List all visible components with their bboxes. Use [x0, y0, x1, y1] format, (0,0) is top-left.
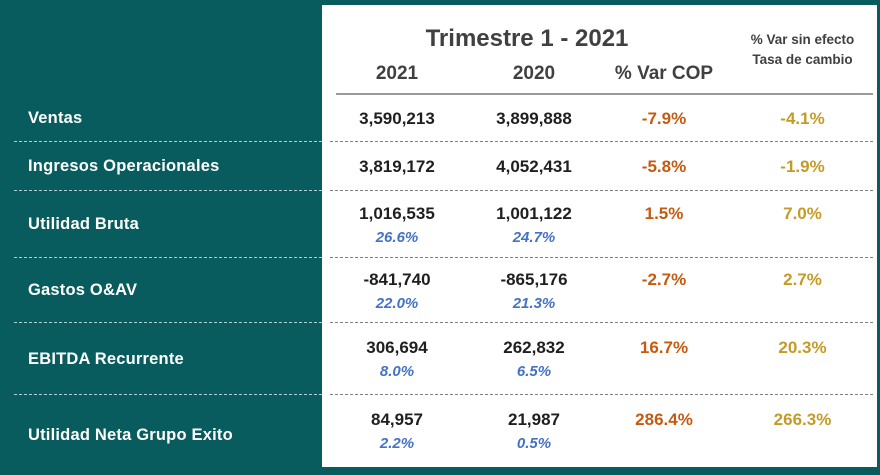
value-2021-cell: 3,819,172 — [359, 156, 435, 176]
column-header-var-fx-line1: % Var sin efecto — [750, 32, 855, 48]
row-values: 3,819,172 4,052,431 -5.8% -1.9% — [322, 157, 877, 177]
value-2021-cell: -841,740 — [363, 269, 431, 289]
row-values: -841,740 -865,176 -2.7% 2.7% — [322, 270, 877, 290]
table-row-ventas: 3,590,213 3,899,888 -7.9% -4.1% — [322, 95, 877, 142]
table-row-ingresos-operacionales: 3,819,172 4,052,431 -5.8% -1.9% — [322, 142, 877, 191]
value-2020-cell: 3,899,888 — [496, 108, 572, 128]
margin-2021-cell: 8.0% — [379, 363, 415, 380]
sidebar-header-spacer — [0, 0, 322, 95]
table-row-utilidad-neta: 84,957 21,987 286.4% 266.3% 2.2% 0.5% — [322, 395, 877, 467]
row-values: 3,590,213 3,899,888 -7.9% -4.1% — [322, 109, 877, 129]
var-cop-cell: -2.7% — [641, 269, 687, 289]
row-margins: 2.2% 0.5% — [322, 435, 877, 452]
table-row-ebitda-recurrente: 306,694 262,832 16.7% 20.3% 8.0% 6.5% — [322, 323, 877, 395]
margin-2021-cell: 22.0% — [375, 294, 419, 312]
column-header-var-cop: % Var COP — [614, 63, 714, 84]
column-header-var-fx: % Var sin efecto Tasa de cambio — [728, 5, 877, 95]
margin-2021-cell: 26.6% — [375, 228, 419, 246]
value-2020-cell: 1,001,122 — [496, 203, 572, 223]
value-2020-cell: -865,176 — [500, 269, 568, 289]
column-header-2020: 2020 — [512, 63, 556, 84]
value-2020-cell: 21,987 — [508, 410, 560, 429]
table-header: Trimestre 1 - 2021 2021 2020 % Var COP %… — [322, 5, 877, 95]
row-label-text: Utilidad Bruta — [28, 215, 139, 233]
value-2020-cell: 262,832 — [503, 338, 565, 357]
var-fx-cell: 20.3% — [778, 338, 827, 357]
value-2021-cell: 84,957 — [371, 410, 423, 429]
var-fx-cell: -1.9% — [780, 156, 825, 176]
value-2021-cell: 3,590,213 — [359, 108, 435, 128]
row-label-ebitda-recurrente: EBITDA Recurrente — [0, 323, 322, 395]
row-label-ventas: Ventas — [0, 95, 322, 142]
row-label-utilidad-neta: Utilidad Neta Grupo Exito — [0, 395, 322, 475]
var-fx-cell: 266.3% — [773, 410, 832, 429]
var-fx-cell: -4.1% — [780, 108, 825, 128]
row-values: 306,694 262,832 16.7% 20.3% — [322, 338, 877, 358]
row-label-text: Ingresos Operacionales — [28, 157, 220, 175]
var-cop-cell: 286.4% — [635, 410, 693, 429]
row-label-text: Gastos O&AV — [28, 281, 138, 299]
results-table-panel: Trimestre 1 - 2021 2021 2020 % Var COP %… — [322, 5, 877, 467]
row-labels-sidebar: Ventas Ingresos Operacionales Utilidad B… — [0, 0, 322, 475]
var-cop-cell: -7.9% — [641, 108, 687, 128]
table-row-utilidad-bruta: 1,016,535 1,001,122 1.5% 7.0% 26.6% 24.7… — [322, 191, 877, 258]
row-label-text: Utilidad Neta Grupo Exito — [28, 425, 233, 444]
margin-2020-cell: 0.5% — [516, 435, 552, 452]
row-margins: 26.6% 24.7% — [322, 229, 877, 246]
row-label-text: Ventas — [28, 109, 83, 127]
row-values: 1,016,535 1,001,122 1.5% 7.0% — [322, 204, 877, 224]
column-header-2021: 2021 — [375, 63, 419, 84]
row-margins: 22.0% 21.3% — [322, 295, 877, 312]
row-label-ingresos-operacionales: Ingresos Operacionales — [0, 142, 322, 191]
margin-2020-cell: 24.7% — [512, 228, 556, 246]
var-cop-cell: 1.5% — [644, 203, 684, 223]
value-2020-cell: 4,052,431 — [496, 156, 572, 176]
table-row-gastos-oav: -841,740 -865,176 -2.7% 2.7% 22.0% 21.3% — [322, 258, 877, 323]
margin-2020-cell: 6.5% — [516, 363, 552, 380]
var-fx-cell: 7.0% — [783, 203, 822, 223]
row-label-gastos-oav: Gastos O&AV — [0, 258, 322, 323]
var-cop-cell: -5.8% — [641, 156, 687, 176]
row-margins: 8.0% 6.5% — [322, 363, 877, 380]
row-label-utilidad-bruta: Utilidad Bruta — [0, 191, 322, 258]
row-label-text: EBITDA Recurrente — [28, 349, 184, 368]
value-2021-cell: 306,694 — [366, 338, 428, 357]
table-title: Trimestre 1 - 2021 — [425, 25, 629, 52]
column-header-var-fx-line2: Tasa de cambio — [752, 52, 853, 67]
margin-2021-cell: 2.2% — [379, 435, 415, 452]
value-2021-cell: 1,016,535 — [359, 203, 435, 223]
var-fx-cell: 2.7% — [783, 269, 822, 289]
row-values: 84,957 21,987 286.4% 266.3% — [322, 410, 877, 430]
var-cop-cell: 16.7% — [639, 338, 689, 357]
margin-2020-cell: 21.3% — [512, 294, 556, 312]
